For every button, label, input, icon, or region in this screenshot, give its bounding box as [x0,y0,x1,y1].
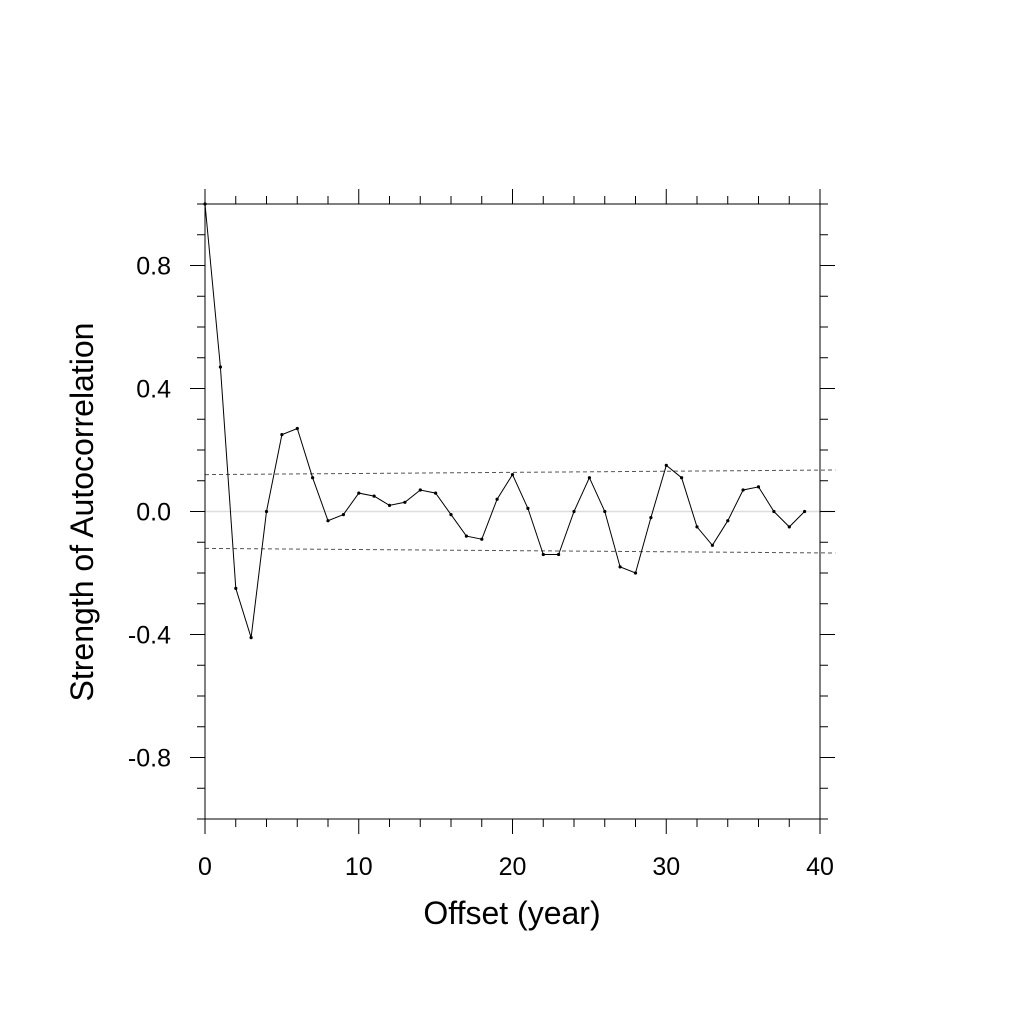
data-point [280,433,284,437]
x-tick-label: 20 [499,853,527,881]
data-point [341,513,345,517]
y-tick-label: 0.0 [136,499,171,527]
data-point [357,491,361,495]
data-point [264,509,269,514]
data-point [311,476,315,480]
data-point [526,506,530,510]
data-point [649,516,653,520]
data-point [495,497,499,501]
x-tick-label: 30 [652,853,680,881]
data-point [572,509,576,514]
data-point [249,636,253,640]
data-point [541,552,545,557]
data-point [418,488,422,492]
data-point [741,488,745,492]
axes [190,189,835,834]
data-point [664,463,668,467]
data-point [787,525,791,529]
y-tick-label: -0.8 [128,745,171,773]
data-point [618,565,622,569]
data-point [587,476,592,480]
x-axis-title: Offset (year) [423,895,600,931]
series-line-0 [204,203,805,638]
data-point [772,509,776,514]
data-point [326,519,330,523]
data-point [695,525,699,529]
data-point [449,513,453,517]
y-axis-title: Strength of Autocorrelation [64,323,100,702]
data-point [803,509,807,514]
data-point [557,552,561,557]
y-tick-label: -0.4 [128,622,171,650]
data-point [372,494,376,498]
x-tick-label: 0 [198,853,212,881]
data-point [726,519,730,523]
data-point [756,485,761,489]
y-tick-label: 0.8 [136,253,171,281]
data-point [480,537,484,541]
data-point [464,534,468,538]
data-point [710,543,715,547]
data-point [218,365,222,369]
data-point [403,500,407,504]
data-point [510,473,515,477]
data-point [633,571,638,575]
tick-labels: 0 10 20 30 40 0.8 0.4 0.0 -0.4 -0.8 [128,253,834,882]
data-point [387,503,392,507]
data-point [234,586,238,591]
series-layer [203,202,807,640]
reference-line-1 [204,547,836,554]
reference-line-0 [204,469,836,476]
y-tick-label: 0.4 [136,376,171,404]
x-tick-label: 10 [345,853,373,881]
data-point [434,491,438,495]
data-point [680,476,684,480]
reference-lines [204,469,836,554]
data-point [603,509,607,514]
data-point [295,426,299,431]
x-tick-label: 40 [806,853,834,881]
